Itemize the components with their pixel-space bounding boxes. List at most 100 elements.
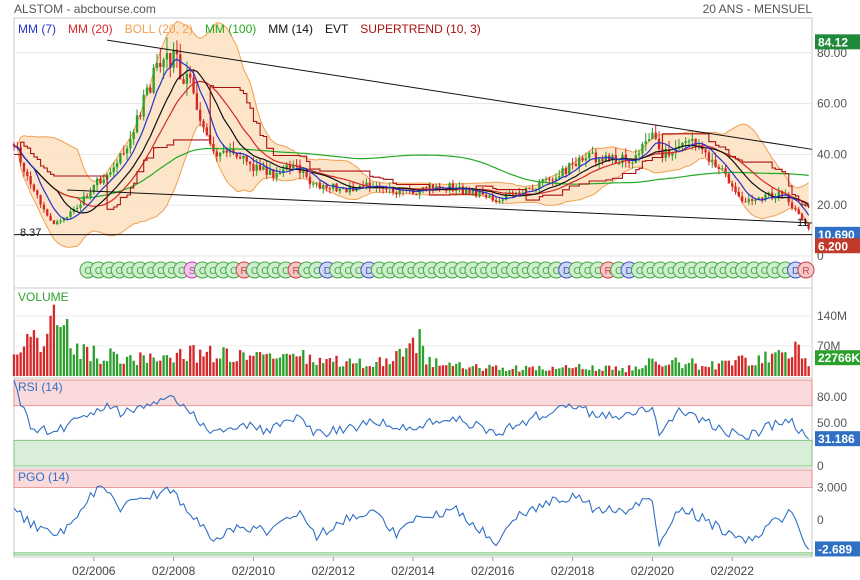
signal-marker-letter: C — [678, 266, 685, 277]
signal-marker-letter: D — [563, 266, 570, 277]
volume-bar — [554, 369, 558, 376]
price-y-tick-label: 60.00 — [817, 97, 847, 111]
volume-bar — [601, 370, 604, 376]
candle-body — [95, 178, 99, 186]
candle-body — [684, 141, 687, 144]
signal-marker-letter: C — [584, 266, 591, 277]
signal-marker-letter: C — [698, 266, 705, 277]
chart-source-title: ALSTOM - abcbourse.com — [14, 2, 156, 16]
volume-bar — [159, 360, 162, 376]
signal-marker-letter: C — [126, 266, 133, 277]
volume-bar — [89, 361, 92, 376]
volume-bar — [411, 337, 415, 376]
signal-marker-letter: C — [199, 266, 206, 277]
signal-marker-letter: C — [417, 266, 424, 277]
volume-bar — [315, 364, 318, 376]
volume-bar — [770, 353, 774, 376]
candle-body — [242, 155, 245, 159]
volume-bar — [750, 365, 754, 376]
candle-body — [534, 188, 538, 190]
volume-bar — [192, 345, 195, 376]
candle-body — [115, 163, 119, 168]
candle-body — [548, 178, 551, 180]
candle-body — [767, 192, 770, 195]
signal-marker-letter: C — [771, 266, 778, 277]
volume-bar — [591, 365, 594, 376]
volume-bar — [76, 343, 79, 376]
candle-body — [494, 200, 498, 203]
candle-body — [305, 170, 308, 177]
volume-bar — [139, 352, 142, 376]
volume-bar — [681, 368, 684, 376]
signal-marker-letter: R — [292, 266, 299, 277]
volume-bar — [475, 364, 478, 376]
max-price-label-box — [815, 34, 860, 50]
candle-body — [561, 168, 564, 177]
volume-bar — [504, 370, 508, 376]
volume-bar — [481, 370, 484, 376]
candle-body — [46, 209, 49, 216]
volume-bar — [375, 361, 378, 376]
candle-body — [125, 148, 129, 154]
candle-body — [571, 163, 574, 165]
volume-bar — [777, 350, 780, 376]
candle-body — [69, 211, 72, 217]
signal-marker-letter: C — [230, 266, 237, 277]
candle-body — [169, 53, 172, 68]
supertrend-line — [14, 85, 810, 210]
candle-body — [368, 182, 371, 188]
volume-bar — [747, 365, 750, 376]
candle-body — [395, 192, 398, 195]
signal-marker-letter: C — [532, 266, 539, 277]
volume-bar — [571, 368, 574, 376]
candle-body — [119, 153, 122, 164]
candle-body — [458, 186, 461, 188]
volume-bar — [707, 367, 711, 376]
rsi-y-tick-label: 50.00 — [817, 416, 847, 430]
candle-body — [574, 163, 578, 167]
candle-body — [617, 163, 621, 165]
x-tick-label: 02/2014 — [391, 564, 435, 578]
volume-bar — [129, 355, 132, 376]
candle-body — [285, 164, 288, 170]
candle-body — [312, 183, 315, 185]
signal-marker-letter: C — [313, 266, 320, 277]
volume-bar — [391, 361, 395, 376]
volume-bar — [385, 358, 388, 376]
volume-bar — [69, 348, 72, 376]
candle-body — [268, 169, 272, 175]
legend-entry: EVT — [325, 22, 349, 36]
volume-bar — [544, 370, 548, 376]
volume-bar — [461, 368, 465, 376]
volume-bar — [774, 352, 777, 376]
volume-bar — [92, 345, 95, 376]
rsi-line — [13, 380, 810, 440]
volume-bar — [701, 366, 704, 376]
candle-body — [29, 176, 32, 185]
candle-body — [99, 178, 102, 184]
volume-bar — [218, 358, 222, 376]
volume-bar — [378, 357, 381, 376]
candle-body — [328, 188, 332, 190]
volume-bar — [105, 361, 109, 376]
candle-body — [172, 49, 175, 68]
candle-body — [757, 197, 760, 200]
volume-bar — [332, 361, 335, 376]
signal-marker-letter: C — [501, 266, 508, 277]
candle-body — [504, 194, 508, 200]
volume-bar — [22, 346, 26, 376]
volume-bar — [238, 350, 242, 376]
volume-bar — [661, 366, 664, 376]
volume-bar — [604, 365, 608, 376]
volume-bar — [445, 365, 448, 376]
signal-marker-letter: C — [542, 266, 549, 277]
signal-marker-letter: C — [147, 266, 154, 277]
volume-bar — [624, 372, 627, 376]
candle-body — [288, 164, 292, 169]
candle-body — [189, 73, 192, 78]
volume-bar — [451, 365, 455, 376]
volume-bar — [155, 361, 159, 376]
volume-bar — [804, 358, 807, 376]
volume-bar — [335, 355, 338, 376]
volume-bar — [731, 365, 734, 376]
